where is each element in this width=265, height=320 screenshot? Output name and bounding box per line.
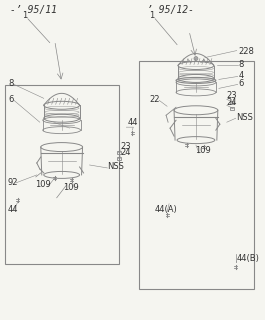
Text: 109: 109: [195, 146, 211, 155]
Text: 109: 109: [63, 183, 78, 192]
Text: NSS: NSS: [107, 162, 124, 171]
Text: 44: 44: [8, 205, 19, 214]
Text: 44(A): 44(A): [154, 205, 177, 214]
Text: 1: 1: [22, 11, 27, 20]
Bar: [117, 150, 121, 154]
Text: ’ 95/12-: ’ 95/12-: [147, 5, 194, 15]
Text: 24: 24: [227, 98, 237, 107]
Text: 92: 92: [8, 178, 19, 187]
Bar: [117, 156, 121, 159]
Text: 24: 24: [120, 148, 131, 157]
Text: 22: 22: [149, 95, 160, 104]
Text: 1: 1: [149, 11, 154, 20]
Text: 8: 8: [8, 79, 13, 88]
Text: 44: 44: [127, 118, 138, 127]
Text: 6: 6: [239, 79, 244, 88]
Text: 8: 8: [239, 60, 244, 68]
Bar: [230, 107, 234, 110]
Text: NSS: NSS: [236, 113, 253, 122]
Bar: [230, 101, 234, 104]
Text: -’ 95/11: -’ 95/11: [10, 5, 57, 15]
Text: 228: 228: [239, 47, 255, 56]
Text: 23: 23: [120, 142, 131, 151]
Text: 23: 23: [227, 91, 237, 100]
Circle shape: [194, 57, 198, 60]
Text: 109: 109: [35, 180, 51, 189]
Text: 4: 4: [239, 71, 244, 80]
Text: 44(B): 44(B): [237, 254, 260, 263]
Text: 6: 6: [8, 95, 13, 104]
